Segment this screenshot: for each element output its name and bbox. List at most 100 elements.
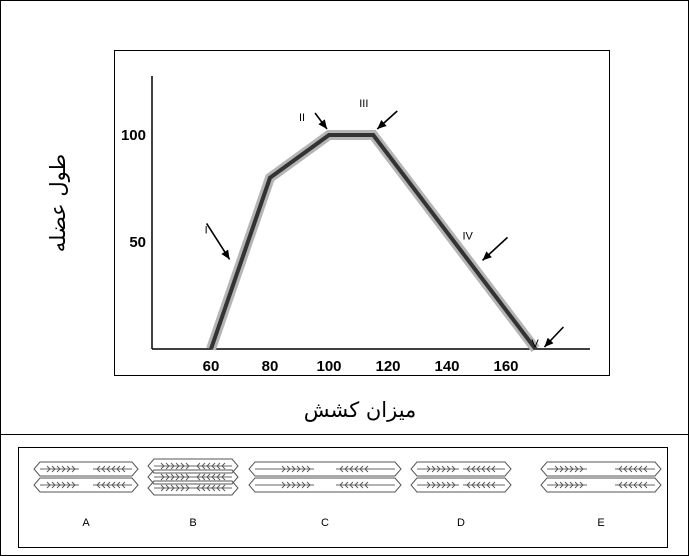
myosin-head <box>354 481 359 489</box>
myosin-head <box>196 484 201 492</box>
myosin-head <box>471 465 476 473</box>
myosin-head <box>554 481 559 489</box>
myosin-head <box>46 465 51 473</box>
myosin-head <box>491 481 496 489</box>
myosin-head <box>426 481 431 489</box>
myosin-head <box>359 481 364 489</box>
myosin-head <box>56 465 61 473</box>
myosin-head <box>301 481 306 489</box>
myosin-head <box>569 465 574 473</box>
myosin-head <box>51 465 56 473</box>
myosin-head <box>61 481 66 489</box>
myosin-head <box>196 473 201 481</box>
myosin-head <box>180 462 185 470</box>
y-tick-label: 50 <box>129 234 146 251</box>
myosin-head <box>643 481 648 489</box>
myosin-head <box>476 481 481 489</box>
myosin-head <box>564 481 569 489</box>
myosin-head <box>301 465 306 473</box>
myosin-head <box>101 481 106 489</box>
myosin-head <box>638 465 643 473</box>
myosin-head <box>441 465 446 473</box>
myosin-head <box>221 462 226 470</box>
myosin-head <box>354 465 359 473</box>
sarcomere-outline <box>540 461 662 477</box>
myosin-head <box>201 462 206 470</box>
x-tick-label: 160 <box>493 358 518 375</box>
myosin-head <box>170 473 175 481</box>
myosin-head <box>436 481 441 489</box>
myosin-head <box>431 481 436 489</box>
myosin-head <box>306 465 311 473</box>
annotation-label: I <box>205 224 208 236</box>
x-tick-label: 100 <box>316 358 341 375</box>
annotation-arrowhead <box>544 337 554 347</box>
myosin-head <box>221 484 226 492</box>
myosin-head <box>96 465 101 473</box>
myosin-head <box>344 465 349 473</box>
sarcomere-outline <box>147 480 239 496</box>
myosin-head <box>206 484 211 492</box>
myosin-head <box>66 481 71 489</box>
myosin-head <box>111 481 116 489</box>
myosin-head <box>96 481 101 489</box>
myosin-head <box>359 465 364 473</box>
myosin-head <box>201 484 206 492</box>
myosin-head <box>206 473 211 481</box>
myosin-head <box>344 481 349 489</box>
annotation-arrowhead <box>221 249 230 260</box>
myosin-head <box>175 484 180 492</box>
myosin-head <box>56 481 61 489</box>
myosin-head <box>175 462 180 470</box>
myosin-head <box>559 481 564 489</box>
myosin-head <box>559 465 564 473</box>
myosin-head <box>633 481 638 489</box>
myosin-head <box>306 481 311 489</box>
annotation-label: V <box>531 338 539 350</box>
myosin-head <box>281 481 286 489</box>
myosin-head <box>111 465 116 473</box>
myosin-head <box>486 481 491 489</box>
x-tick-label: 60 <box>203 358 220 375</box>
annotation-label: IV <box>463 230 474 242</box>
myosin-head <box>446 481 451 489</box>
myosin-head <box>160 484 165 492</box>
sarcomere-outline <box>248 461 402 477</box>
myosin-head <box>451 465 456 473</box>
myosin-head <box>364 465 369 473</box>
myosin-head <box>491 465 496 473</box>
myosin-head <box>291 465 296 473</box>
myosin-head <box>618 481 623 489</box>
myosin-head <box>211 484 216 492</box>
sarcomere-label: B <box>189 517 196 529</box>
sarcomere-outline <box>248 477 402 493</box>
sarcomere-outline <box>147 469 239 485</box>
myosin-head <box>339 481 344 489</box>
myosin-head <box>296 465 301 473</box>
sarcomere-label: C <box>321 517 329 529</box>
myosin-head <box>281 465 286 473</box>
sarcomere-C: C <box>248 461 402 529</box>
myosin-head <box>216 484 221 492</box>
myosin-head <box>165 462 170 470</box>
myosin-head <box>441 481 446 489</box>
myosin-head <box>451 481 456 489</box>
x-tick-label: 80 <box>262 358 279 375</box>
sarcomere-outline <box>147 458 239 474</box>
myosin-head <box>211 473 216 481</box>
myosin-head <box>466 465 471 473</box>
myosin-head <box>638 481 643 489</box>
myosin-head <box>564 465 569 473</box>
myosin-head <box>221 473 226 481</box>
myosin-head <box>364 481 369 489</box>
myosin-head <box>286 481 291 489</box>
myosin-head <box>339 465 344 473</box>
myosin-head <box>643 465 648 473</box>
myosin-head <box>170 462 175 470</box>
myosin-head <box>201 473 206 481</box>
sarcomere-outline <box>410 461 512 477</box>
myosin-head <box>286 465 291 473</box>
myosin-head <box>466 481 471 489</box>
sarcomere-A: A <box>33 461 139 529</box>
